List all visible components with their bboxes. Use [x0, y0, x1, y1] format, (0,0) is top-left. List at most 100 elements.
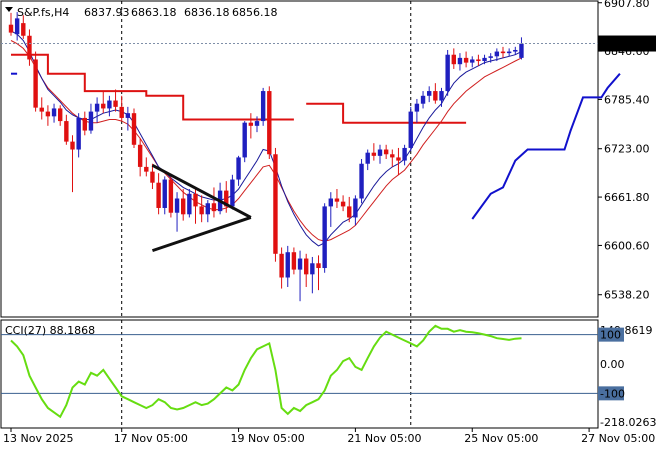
- bearish-candle: [137, 144, 143, 167]
- day-separators: [121, 1, 412, 317]
- bearish-candle: [156, 182, 161, 208]
- bearish-candle: [476, 59, 481, 62]
- bearish-candle: [340, 201, 346, 207]
- bearish-candle: [64, 121, 69, 142]
- triangle-pattern: [151, 163, 252, 253]
- bearish-candle: [347, 206, 352, 218]
- bearish-candle: [390, 154, 395, 158]
- time-tick-label: 25 Nov 05:00: [464, 432, 538, 445]
- bearish-candle: [150, 171, 155, 183]
- bullish-candle: [322, 206, 327, 269]
- bullish-candle: [94, 103, 100, 112]
- ohlc-low: 6836.18: [184, 6, 230, 19]
- price-tick-label: 6785.40: [604, 93, 650, 106]
- bearish-candle: [334, 198, 340, 202]
- bullish-candle: [439, 91, 444, 101]
- triangle-trendline: [151, 163, 252, 219]
- bearish-candle: [8, 24, 14, 33]
- bullish-candle: [408, 111, 413, 148]
- bearish-candle: [33, 59, 38, 108]
- bearish-candle: [168, 179, 174, 213]
- bearish-candle: [304, 258, 309, 275]
- cci-line: [10, 324, 522, 419]
- bullish-candle: [457, 57, 463, 65]
- bearish-candle: [39, 107, 44, 112]
- bearish-candle: [316, 263, 321, 269]
- time-tick-label: 19 Nov 05:00: [231, 432, 305, 445]
- bearish-candle: [500, 51, 506, 54]
- bullish-candle: [14, 18, 20, 35]
- cci-day-separators: [121, 320, 412, 428]
- bearish-candle: [451, 54, 456, 65]
- bearish-candle: [82, 117, 87, 131]
- bearish-candle: [144, 166, 149, 172]
- ohlc-open: 6837.93: [84, 6, 130, 19]
- bearish-candle: [267, 91, 272, 155]
- bearish-candle: [101, 103, 106, 109]
- blue-trailing-stop: [11, 72, 621, 220]
- bullish-candle: [506, 51, 512, 54]
- bearish-candle: [463, 57, 469, 63]
- bullish-candle: [236, 157, 241, 180]
- price-tick-label: 6723.00: [604, 143, 650, 156]
- bullish-candle: [242, 122, 247, 158]
- bullish-candle: [88, 111, 94, 131]
- bullish-candle: [254, 121, 260, 126]
- bearish-candle: [371, 152, 377, 156]
- bearish-candle: [211, 203, 217, 212]
- bearish-candle: [70, 141, 75, 150]
- bearish-candle: [224, 190, 229, 207]
- time-tick-label: 21 Nov 05:00: [347, 432, 421, 445]
- bearish-candle: [248, 122, 254, 126]
- chart-header: S&P.fs,H4 6837.93 6863.18 6836.18 6856.1…: [5, 6, 278, 19]
- bearish-candle: [396, 157, 401, 161]
- bullish-candle: [402, 147, 407, 161]
- bearish-candle: [27, 35, 32, 60]
- cci-tick-label: -218.0263: [600, 416, 656, 429]
- ohlc-high: 6863.18: [131, 6, 177, 19]
- triangle-trendline: [151, 216, 252, 253]
- bullish-candle: [297, 258, 303, 270]
- cci-level-label: 100: [600, 329, 621, 342]
- price-tick-label: 6538.20: [604, 289, 650, 302]
- time-tick-label: 27 Nov 05:00: [581, 432, 655, 445]
- ohlc-close: 6856.18: [232, 6, 278, 19]
- bullish-candle: [328, 198, 333, 207]
- price-tick-label: 6907.80: [604, 0, 650, 10]
- cci-level-label-bg: [598, 327, 624, 342]
- time-tick-label: 17 Nov 05:00: [114, 432, 188, 445]
- bullish-candle: [445, 54, 450, 92]
- cci-level-label: -100: [600, 387, 625, 400]
- bullish-candle: [513, 49, 518, 52]
- price-tick-label: 6661.80: [604, 191, 650, 204]
- bearish-candle: [45, 111, 51, 117]
- bullish-candle: [285, 252, 290, 278]
- cci-indicator-label: CCI(27) 88.1868: [5, 324, 95, 337]
- bullish-candle: [125, 113, 131, 118]
- cci-tick-label: 0.00: [600, 358, 625, 371]
- bullish-candle: [427, 91, 432, 96]
- bullish-candle: [205, 203, 210, 215]
- bullish-candle: [414, 103, 420, 112]
- bearish-candle: [193, 193, 198, 207]
- bullish-candle: [377, 149, 383, 156]
- bullish-candle: [488, 56, 493, 58]
- cci-panel: CCI(27) 88.1868 149.86191000.00-100-218.…: [0, 319, 656, 429]
- bearish-candle: [21, 23, 26, 36]
- bearish-candle: [181, 198, 186, 215]
- cci-level-label-bg: [598, 386, 624, 401]
- bullish-candle: [260, 91, 266, 122]
- bullish-candle: [174, 198, 180, 213]
- bullish-candle: [365, 152, 370, 164]
- bullish-candle: [482, 57, 487, 62]
- bullish-candle: [310, 263, 315, 275]
- chart-header-triangle-icon: [5, 7, 13, 12]
- candlesticks: [8, 12, 524, 302]
- bearish-candle: [131, 113, 137, 145]
- current-price-label-bg: [598, 35, 656, 52]
- cci-level-lines: [1, 334, 598, 394]
- blue-trailing-stop-segment: [471, 73, 621, 220]
- bearish-candle: [119, 106, 124, 118]
